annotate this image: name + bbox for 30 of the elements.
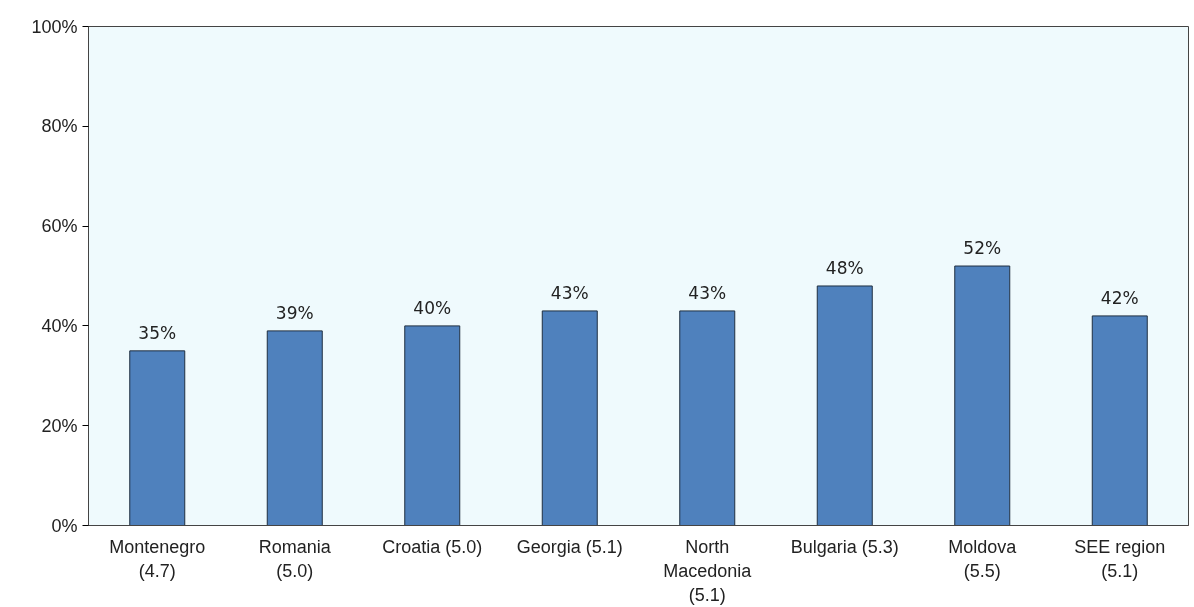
data-label: 35% — [138, 322, 177, 343]
bar — [1091, 315, 1148, 526]
x-tick-label: Romania (5.0) — [258, 536, 332, 581]
data-label: 48% — [825, 257, 864, 278]
bar — [679, 310, 736, 526]
x-tick-label: Montenegro (4.7) — [109, 536, 206, 581]
data-label: 43% — [688, 282, 727, 303]
x-tick-label: Georgia (5.1) — [516, 536, 623, 557]
bar — [129, 350, 186, 526]
x-tick-label: Bulgaria (5.3) — [790, 536, 899, 557]
y-tick-label: 100% — [31, 16, 78, 37]
x-tick-label: North Macedonia (5.1) — [663, 536, 753, 605]
x-tick-label: SEE region (5.1) — [1074, 536, 1166, 581]
bar — [954, 265, 1011, 526]
x-tick-label: Moldova (5.5) — [948, 536, 1018, 581]
x-tick-label: Croatia (5.0) — [382, 536, 483, 557]
data-label: 42% — [1100, 287, 1139, 308]
y-tick-label: 20% — [41, 415, 78, 436]
bar — [541, 310, 598, 526]
data-label: 43% — [550, 282, 589, 303]
bar — [404, 325, 461, 526]
data-label: 39% — [275, 302, 314, 323]
y-tick-label: 40% — [41, 315, 78, 336]
data-label: 40% — [413, 297, 452, 318]
bar — [816, 285, 873, 526]
y-tick-label: 60% — [41, 216, 78, 237]
bar — [266, 330, 323, 526]
y-tick-label: 80% — [41, 116, 78, 137]
y-tick-label: 0% — [51, 515, 78, 536]
data-label: 52% — [963, 238, 1002, 259]
